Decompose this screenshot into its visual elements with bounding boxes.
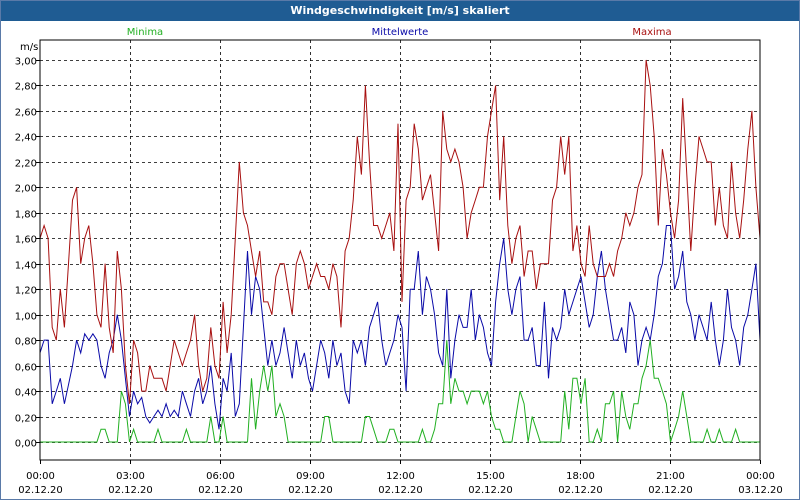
y-tick-label: 0,00 [15, 439, 37, 450]
y-tick-label: 1,80 [15, 210, 37, 221]
y-tick-labels: 0,00 0,20 0,40 0,60 0,80 1,00 1,20 1,40 1,60 1,80… [15, 57, 37, 450]
y-tick-label: 0,40 [15, 388, 37, 399]
grid [40, 40, 760, 460]
series-line-minima [40, 340, 760, 443]
x-tick-time: 09:00 [296, 471, 325, 482]
x-tick-date: 02.12.20 [378, 485, 423, 496]
series-lines [39, 59, 761, 443]
y-tick-label: 0,80 [15, 337, 37, 348]
y-tick-label: 2,00 [15, 184, 37, 195]
x-tick-time: 00:00 [26, 471, 55, 482]
legend-mittelwerte: Mittelwerte [372, 27, 429, 38]
series-line-maxima [39, 59, 761, 404]
y-tick-label: 1,00 [15, 312, 37, 323]
x-tick-date: 02.12.20 [108, 485, 153, 496]
x-tick-date: 02.12.20 [198, 485, 243, 496]
x-tick-time: 12:00 [386, 471, 415, 482]
x-tick-date: 02.12.20 [288, 485, 333, 496]
x-tick-date: 02.12.20 [558, 485, 603, 496]
x-tick-labels: 00:00 02.12.20 03:00 02.12.20 06:00 02.12.20 0… [18, 471, 783, 496]
y-tick-label: 0,60 [15, 363, 37, 374]
x-tick-date: 02.12.20 [648, 485, 693, 496]
x-tick-date: 02.12.20 [468, 485, 513, 496]
y-tick-label: 2,20 [15, 159, 37, 170]
y-tick-label: 2,80 [15, 82, 37, 93]
y-tick-label: 2,60 [15, 108, 37, 119]
x-tick-time: 21:00 [656, 471, 685, 482]
x-tick-time: 00:00 [746, 471, 775, 482]
axes [36, 39, 761, 464]
window-title: Windgeschwindigkeit [m/s] skaliert [1, 1, 799, 21]
x-tick-date: 03.12.20 [738, 485, 783, 496]
x-tick-time: 15:00 [476, 471, 505, 482]
legend-maxima: Maxima [632, 27, 671, 38]
series-line-mittelwerte [39, 225, 761, 430]
x-tick-time: 03:00 [116, 471, 145, 482]
x-tick-date: 02.12.20 [18, 485, 63, 496]
x-tick-time: 18:00 [566, 471, 595, 482]
y-tick-label: 1,60 [15, 235, 37, 246]
y-axis-label: m/s [20, 42, 38, 53]
y-tick-label: 3,00 [15, 57, 37, 68]
y-tick-label: 1,40 [15, 261, 37, 272]
x-tick-time: 06:00 [206, 471, 235, 482]
y-tick-label: 1,20 [15, 286, 37, 297]
legend-minima: Minima [127, 27, 163, 38]
y-tick-label: 0,20 [15, 414, 37, 425]
y-tick-label: 2,40 [15, 133, 37, 144]
